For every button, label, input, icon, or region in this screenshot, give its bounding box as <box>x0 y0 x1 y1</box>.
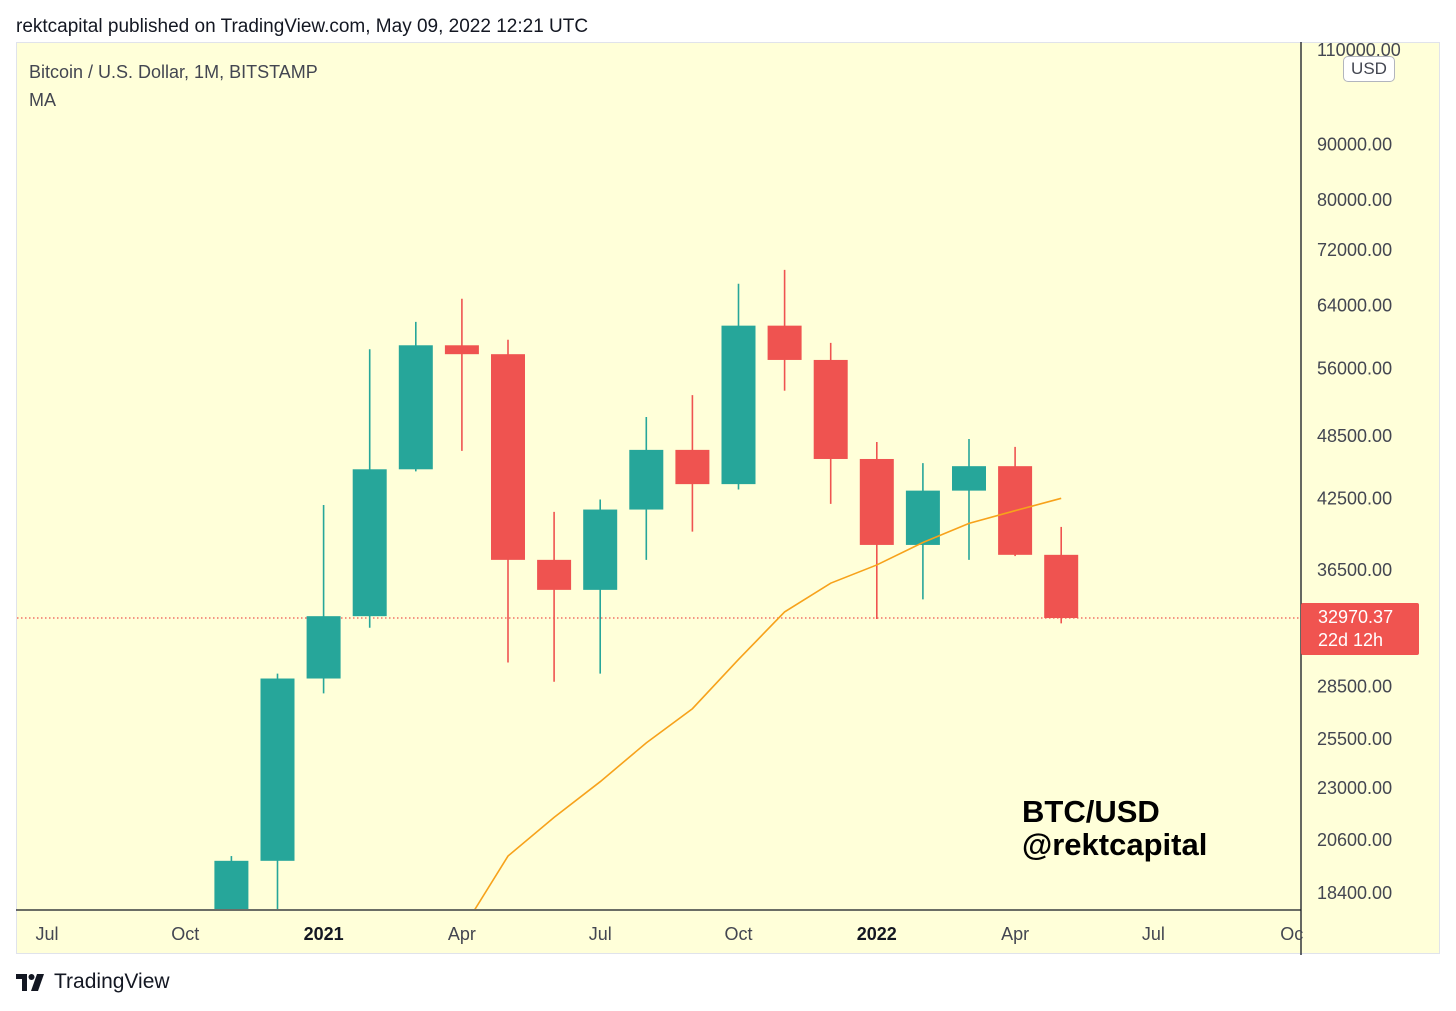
candle-body <box>767 325 802 360</box>
time-tick-label: 2021 <box>304 924 344 944</box>
indicator-label[interactable]: MA <box>29 90 56 110</box>
candle-2021-09 <box>675 395 710 532</box>
price-tick-label: 28500.00 <box>1317 677 1392 697</box>
candle-body <box>352 469 387 617</box>
candle-2020-11 <box>214 856 249 909</box>
time-tick-label: Oct <box>724 924 752 944</box>
price-tick-label: 20600.00 <box>1317 830 1392 850</box>
last-price-value: 32970.37 <box>1318 607 1394 627</box>
candle-body <box>859 458 894 545</box>
time-tick-label: Jul <box>1142 924 1165 944</box>
candle-body <box>537 559 572 590</box>
candle-2021-11 <box>767 269 802 391</box>
price-tick-label: 90000.00 <box>1317 135 1392 155</box>
candle-2021-05 <box>491 339 525 663</box>
price-tick-label: 80000.00 <box>1317 190 1392 210</box>
price-axis: 110000.00 90000.00 80000.00 72000.00 64000.0… <box>1317 40 1401 903</box>
candle-2021-02 <box>352 349 387 628</box>
candle-2022-03 <box>952 438 986 560</box>
chart-panel[interactable] <box>16 42 1440 954</box>
candle-2021-01 <box>306 505 341 694</box>
time-tick-label: Oct <box>171 924 199 944</box>
candle-body <box>398 345 433 470</box>
watermark-handle: @rektcapital <box>1022 827 1208 862</box>
time-tick-label: Oc <box>1280 924 1303 944</box>
price-tick-label: 48500.00 <box>1317 426 1392 446</box>
price-tick-label: 56000.00 <box>1317 358 1392 378</box>
candle-body <box>629 449 664 510</box>
published-line: rektcapital published on TradingView.com… <box>16 16 589 37</box>
last-price-tag: 32970.37 22d 12h <box>1301 603 1419 655</box>
candle-2022-02 <box>905 463 940 600</box>
candle-2021-06 <box>537 511 572 682</box>
candle-body <box>1044 554 1079 619</box>
candle-2021-04 <box>444 298 479 451</box>
candle-body <box>583 509 618 590</box>
candle-body <box>260 678 295 861</box>
candle-body <box>491 354 525 560</box>
time-tick-label: Jul <box>589 924 612 944</box>
tradingview-logo-icon <box>16 974 44 991</box>
candle-body <box>721 325 756 485</box>
candle-body <box>306 616 341 679</box>
price-tick-label: 110000.00 <box>1317 40 1401 60</box>
tradingview-logo[interactable]: TradingView <box>16 970 170 994</box>
price-tick-label: 23000.00 <box>1317 778 1392 798</box>
candle-body <box>952 466 986 491</box>
currency-button[interactable]: USD <box>1343 56 1395 82</box>
candle-2020-12 <box>260 673 295 909</box>
candle-2022-05 <box>1044 526 1079 624</box>
time-tick-label: Apr <box>448 924 476 944</box>
candle-2021-12 <box>813 342 848 504</box>
time-tick-label: Apr <box>1001 924 1029 944</box>
candle-2021-07 <box>583 499 618 674</box>
brand-name: TradingView <box>54 970 170 993</box>
candle-2021-10 <box>721 283 756 490</box>
candle-body <box>675 449 710 485</box>
candle-2021-08 <box>629 417 664 560</box>
bar-countdown: 22d 12h <box>1318 630 1384 650</box>
moving-average-layer <box>474 497 1062 909</box>
price-tick-label: 36500.00 <box>1317 560 1392 580</box>
symbol-title: Bitcoin / U.S. Dollar, 1M, BITSTAMP <box>29 62 318 82</box>
candle-2022-01 <box>859 441 894 620</box>
time-tick-label: Jul <box>35 924 58 944</box>
candle-2021-03 <box>398 321 433 472</box>
time-axis: Jul Oct 2021 Apr Jul Oct 2022 Apr Jul Oc <box>35 924 1303 944</box>
candle-body <box>444 345 479 355</box>
time-tick-label: 2022 <box>857 924 897 944</box>
price-tick-label: 25500.00 <box>1317 729 1392 749</box>
candle-body <box>905 490 940 545</box>
watermark: BTC/USD @rektcapital <box>1022 795 1207 861</box>
price-tick-label: 42500.00 <box>1317 488 1392 508</box>
price-tick-label: 72000.00 <box>1317 240 1392 260</box>
price-tick-label: 18400.00 <box>1317 883 1392 903</box>
ma-line <box>474 497 1062 909</box>
candle-2022-04 <box>998 446 1033 557</box>
candle-body <box>214 860 249 909</box>
candle-body <box>813 359 848 459</box>
watermark-pair: BTC/USD <box>1022 794 1160 829</box>
price-tick-label: 64000.00 <box>1317 295 1392 315</box>
